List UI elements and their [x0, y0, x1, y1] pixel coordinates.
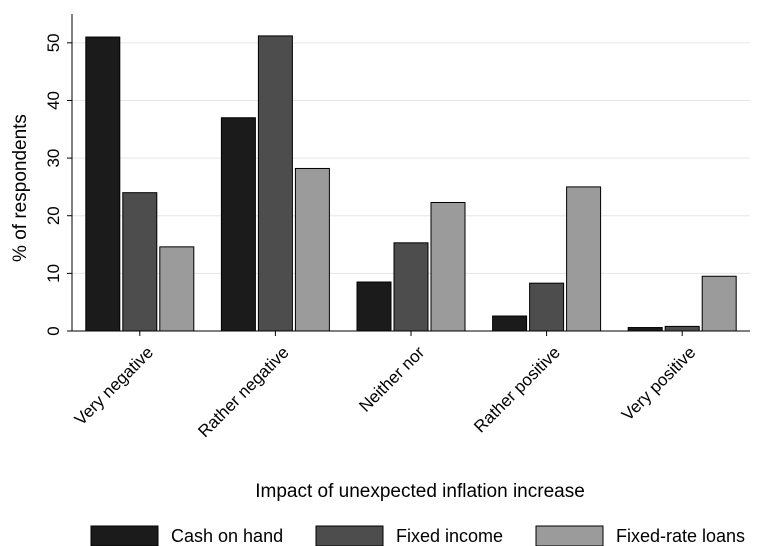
bar-fixed-rate-loans-1: [294, 167, 330, 332]
bar-fixed-income-2: [393, 242, 429, 332]
y-tick-label: 30: [44, 149, 63, 168]
bars: [85, 35, 737, 332]
bar-fixed-income-0: [122, 192, 158, 332]
bar-fixed-income-1: [257, 35, 293, 332]
y-tick-label: 40: [44, 91, 63, 110]
x-tick-label: Neither nor: [355, 343, 428, 416]
legend-swatch: [315, 525, 384, 546]
bar-cash-on-hand-3: [492, 315, 528, 332]
legend-swatch: [535, 525, 604, 546]
gridlines: [72, 42, 750, 274]
y-axis-title: % of respondents: [10, 114, 31, 262]
y-tick-label: 20: [44, 206, 63, 225]
bar-cash-on-hand-4: [627, 327, 663, 332]
x-axis-title: Impact of unexpected inflation increase: [255, 481, 585, 502]
bar-fixed-rate-loans-3: [566, 186, 602, 332]
x-tick-label: Rather positive: [470, 343, 564, 437]
legend-label: Fixed income: [396, 526, 503, 546]
x-axis-ticks: Very negative Rather negative Neither nor R…: [71, 331, 700, 441]
legend-label: Fixed-rate loans: [616, 526, 745, 546]
bar-cash-on-hand-2: [356, 281, 392, 332]
y-axis-ticks: 0 10 20 30 40 50: [44, 33, 72, 336]
y-tick-label: 10: [44, 264, 63, 283]
y-tick-label: 0: [44, 326, 63, 335]
bar-fixed-rate-loans-0: [159, 246, 195, 332]
bar-fixed-income-3: [529, 282, 565, 332]
y-tick-label: 50: [44, 33, 63, 52]
x-tick-label: Rather negative: [194, 343, 292, 441]
x-tick-label: Very positive: [618, 343, 700, 425]
bar-fixed-rate-loans-4: [701, 275, 737, 332]
legend-swatch: [90, 525, 159, 546]
legend-label: Cash on hand: [171, 526, 283, 546]
bar-fixed-rate-loans-2: [430, 201, 466, 332]
x-tick-label: Very negative: [71, 343, 157, 429]
bar-fixed-income-4: [664, 325, 700, 332]
legend: Cash on hand Fixed income Fixed-rate loans: [90, 525, 745, 546]
bar-cash-on-hand-0: [85, 36, 121, 332]
bar-cash-on-hand-1: [220, 117, 256, 332]
